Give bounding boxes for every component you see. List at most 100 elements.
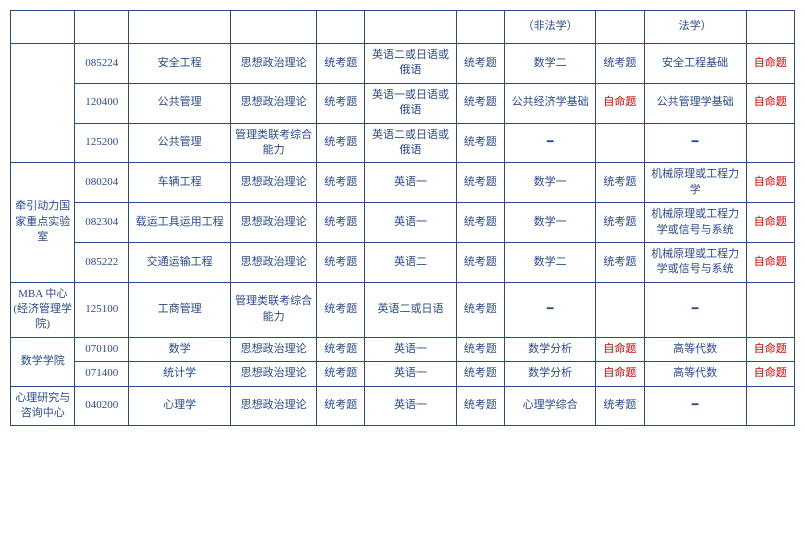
dept-cell: 牵引动力国家重点实验室 <box>11 163 75 282</box>
course1-cell: 思想政治理论 <box>231 362 317 386</box>
dept-cell <box>11 44 75 163</box>
major-cell: 交通运输工程 <box>129 242 231 282</box>
course2-cell: 英语二或日语或俄语 <box>365 123 456 163</box>
table-row: 085224安全工程思想政治理论统考题英语二或日语或俄语统考题数学二统考题安全工… <box>11 44 795 84</box>
type4-cell: 自命题 <box>746 362 794 386</box>
code-cell: 040200 <box>75 386 129 426</box>
code-cell: 070100 <box>75 337 129 361</box>
course1-cell: 思想政治理论 <box>231 242 317 282</box>
major-cell: 安全工程 <box>129 44 231 84</box>
course2-cell: 英语一 <box>365 203 456 243</box>
course3-cell: 数学分析 <box>504 337 595 361</box>
type3-cell: 自命题 <box>596 337 644 361</box>
type4-cell <box>746 123 794 163</box>
course1-cell: 思想政治理论 <box>231 44 317 84</box>
course3-cell: 数学一 <box>504 203 595 243</box>
course4-cell: 公共管理学基础 <box>644 83 746 123</box>
type3-cell: 统考题 <box>596 203 644 243</box>
code-cell: 080204 <box>75 163 129 203</box>
course3-cell: ━ <box>504 282 595 337</box>
course2-cell: 英语二或日语或俄语 <box>365 44 456 84</box>
type4-cell: 自命题 <box>746 83 794 123</box>
code-cell: 085224 <box>75 44 129 84</box>
type3-cell: 统考题 <box>596 242 644 282</box>
major-cell: 统计学 <box>129 362 231 386</box>
type1-cell: 统考题 <box>317 337 365 361</box>
type1-cell: 统考题 <box>317 163 365 203</box>
type2-cell: 统考题 <box>456 282 504 337</box>
type1-cell: 统考题 <box>317 242 365 282</box>
type2-cell: 统考题 <box>456 123 504 163</box>
hdr-c4: 法学） <box>644 11 746 44</box>
table-row: 085222交通运输工程思想政治理论统考题英语二统考题数学二统考题机械原理或工程… <box>11 242 795 282</box>
type1-cell: 统考题 <box>317 386 365 426</box>
type4-cell: 自命题 <box>746 242 794 282</box>
type2-cell: 统考题 <box>456 242 504 282</box>
major-cell: 公共管理 <box>129 83 231 123</box>
type2-cell: 统考题 <box>456 163 504 203</box>
dept-cell: 数学学院 <box>11 337 75 386</box>
code-cell: 082304 <box>75 203 129 243</box>
course1-cell: 管理类联考综合能力 <box>231 282 317 337</box>
course1-cell: 思想政治理论 <box>231 203 317 243</box>
type1-cell: 统考题 <box>317 123 365 163</box>
course1-cell: 思想政治理论 <box>231 83 317 123</box>
course2-cell: 英语一 <box>365 163 456 203</box>
course4-cell: 机械原理或工程力学或信号与系统 <box>644 203 746 243</box>
major-cell: 工商管理 <box>129 282 231 337</box>
type2-cell: 统考题 <box>456 386 504 426</box>
course3-cell: 心理学综合 <box>504 386 595 426</box>
type1-cell: 统考题 <box>317 362 365 386</box>
type4-cell: 自命题 <box>746 44 794 84</box>
type1-cell: 统考题 <box>317 83 365 123</box>
type3-cell: 自命题 <box>596 83 644 123</box>
code-cell: 125100 <box>75 282 129 337</box>
type3-cell: 统考题 <box>596 163 644 203</box>
course3-cell: 数学二 <box>504 242 595 282</box>
major-cell: 载运工具运用工程 <box>129 203 231 243</box>
type2-cell: 统考题 <box>456 44 504 84</box>
header-row-partial: （非法学） 法学） <box>11 11 795 44</box>
course4-cell: 机械原理或工程力学 <box>644 163 746 203</box>
course4-cell: ━ <box>644 123 746 163</box>
course1-cell: 思想政治理论 <box>231 386 317 426</box>
course3-cell: 数学二 <box>504 44 595 84</box>
hdr-t4 <box>746 11 794 44</box>
hdr-c2 <box>365 11 456 44</box>
course3-cell: 公共经济学基础 <box>504 83 595 123</box>
type1-cell: 统考题 <box>317 203 365 243</box>
course4-cell: 机械原理或工程力学或信号与系统 <box>644 242 746 282</box>
type2-cell: 统考题 <box>456 83 504 123</box>
course2-cell: 英语一 <box>365 386 456 426</box>
type1-cell: 统考题 <box>317 282 365 337</box>
table-row: 120400公共管理思想政治理论统考题英语一或日语或俄语统考题公共经济学基础自命… <box>11 83 795 123</box>
course1-cell: 思想政治理论 <box>231 337 317 361</box>
table-row: MBA 中心(经济管理学院)125100工商管理管理类联考综合能力统考题英语二或… <box>11 282 795 337</box>
hdr-t2 <box>456 11 504 44</box>
code-cell: 085222 <box>75 242 129 282</box>
course4-cell: 高等代数 <box>644 362 746 386</box>
code-cell: 071400 <box>75 362 129 386</box>
type3-cell <box>596 123 644 163</box>
admissions-table: （非法学）法学）085224安全工程思想政治理论统考题英语二或日语或俄语统考题数… <box>10 10 795 426</box>
course2-cell: 英语一或日语或俄语 <box>365 83 456 123</box>
course4-cell: 安全工程基础 <box>644 44 746 84</box>
hdr-c3: （非法学） <box>504 11 595 44</box>
major-cell: 公共管理 <box>129 123 231 163</box>
type4-cell: 自命题 <box>746 337 794 361</box>
course2-cell: 英语二或日语 <box>365 282 456 337</box>
type3-cell <box>596 282 644 337</box>
table-row: 心理研究与咨询中心040200心理学思想政治理论统考题英语一统考题心理学综合统考… <box>11 386 795 426</box>
type1-cell: 统考题 <box>317 44 365 84</box>
course2-cell: 英语二 <box>365 242 456 282</box>
code-cell: 125200 <box>75 123 129 163</box>
type4-cell: 自命题 <box>746 163 794 203</box>
type2-cell: 统考题 <box>456 203 504 243</box>
hdr-major <box>129 11 231 44</box>
table-row: 125200公共管理管理类联考综合能力统考题英语二或日语或俄语统考题━━ <box>11 123 795 163</box>
type4-cell: 自命题 <box>746 203 794 243</box>
table-row: 牵引动力国家重点实验室080204车辆工程思想政治理论统考题英语一统考题数学一统… <box>11 163 795 203</box>
table-row: 071400统计学思想政治理论统考题英语一统考题数学分析自命题高等代数自命题 <box>11 362 795 386</box>
dept-cell: 心理研究与咨询中心 <box>11 386 75 426</box>
hdr-c1 <box>231 11 317 44</box>
